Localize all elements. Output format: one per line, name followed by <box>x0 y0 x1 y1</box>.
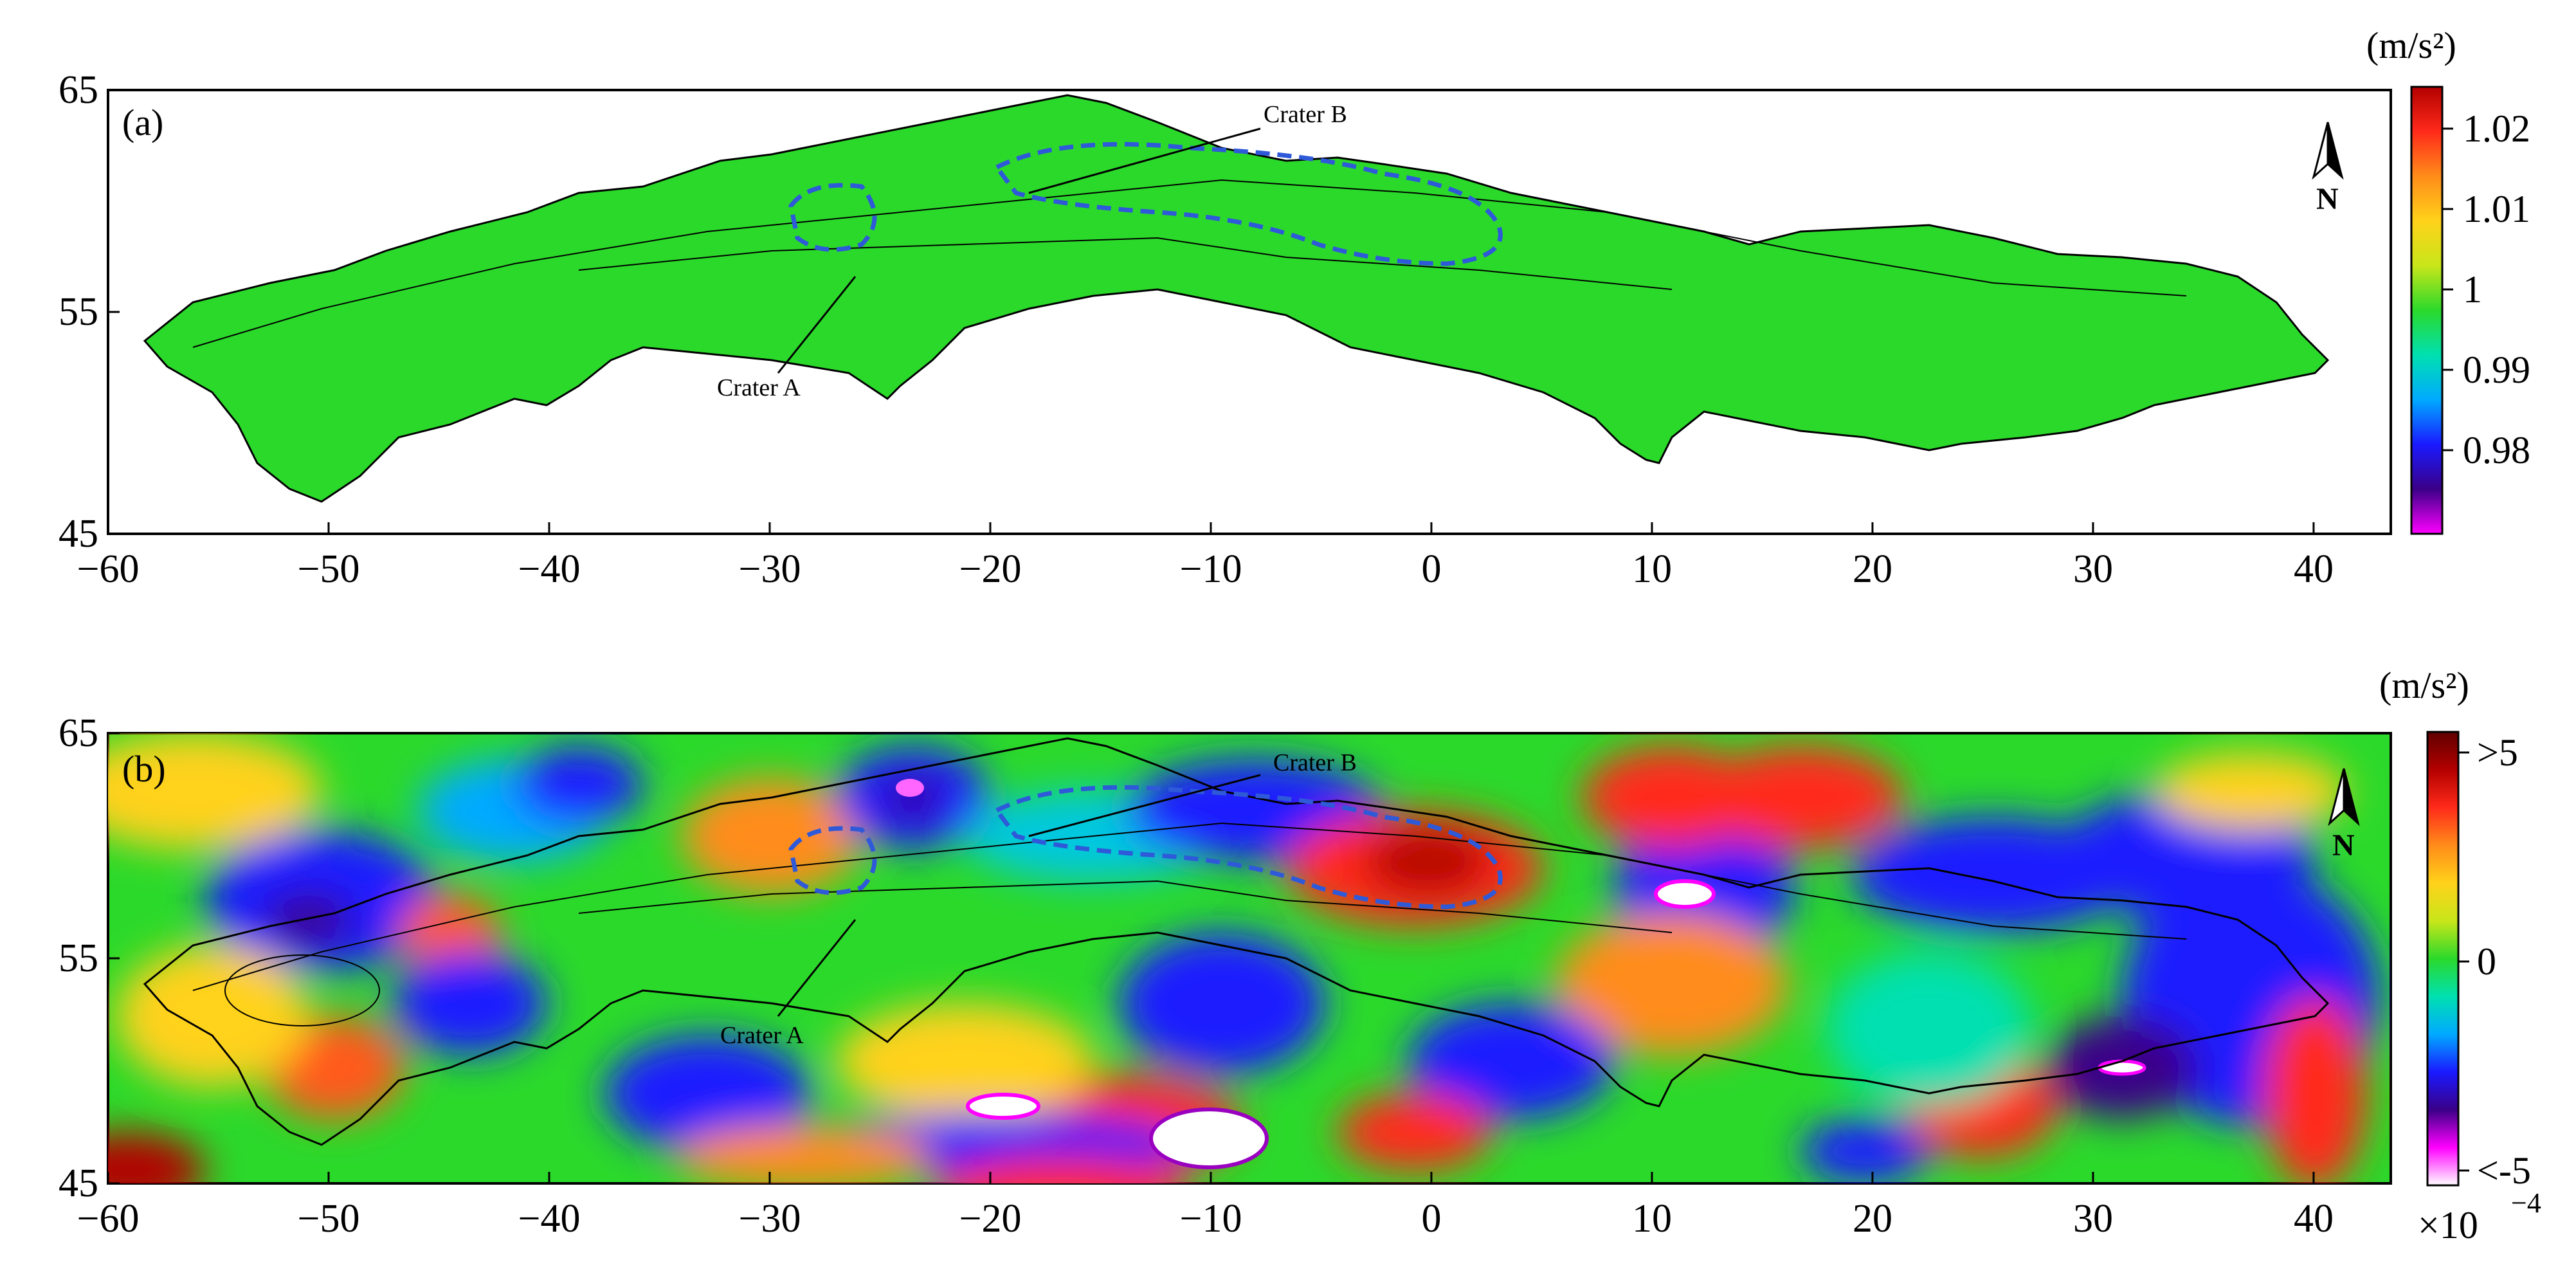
colorbar-tick-label: 0.98 <box>2463 429 2530 471</box>
crater-a-label: Crater A <box>717 374 801 401</box>
crater-outline-b <box>788 785 1503 909</box>
x-axis-a: −60 −50 −40 −30 −20 −10 0 10 20 30 40 <box>77 522 2334 591</box>
x-tick-label: −20 <box>959 1197 1021 1241</box>
x-tick-label: 10 <box>1632 1197 1672 1241</box>
boundary-line-a <box>578 237 1673 290</box>
north-label-b: N <box>2332 828 2355 862</box>
y-tick-label: 55 <box>59 290 98 334</box>
anomaly-min <box>966 1093 1040 1120</box>
colorbar-tick-label: 1.02 <box>2463 107 2530 150</box>
x-tick-label: −10 <box>1179 547 1242 591</box>
y-tick-label: 45 <box>59 1162 98 1205</box>
panel-tag-a: (a) <box>122 102 163 143</box>
boundary-line-a <box>192 179 2187 348</box>
crater-b-leader <box>1028 127 1261 194</box>
x-tick-label: −40 <box>518 547 581 591</box>
colorbar-b: (m/s²) >5 0 <-5 ×10 −4 <box>2379 664 2541 1246</box>
data-region-outline-b <box>143 737 2330 1146</box>
north-arrow-icon: N <box>2328 768 2360 862</box>
y-tick-label: 65 <box>59 68 98 112</box>
gravity-field-a <box>143 94 2329 503</box>
colorbar-scale-exp: −4 <box>2511 1187 2541 1219</box>
crater-b-label: Crater B <box>1264 101 1347 128</box>
colorbar-tick-label: >5 <box>2477 731 2518 774</box>
x-tick-label: 20 <box>1853 547 1892 591</box>
colorbar-tick-label: 0 <box>2477 940 2496 983</box>
x-tick-label: −60 <box>77 1197 140 1241</box>
y-tick-label: 45 <box>59 512 98 556</box>
crater-b-leader-b <box>1028 774 1261 837</box>
x-tick-label: −20 <box>959 547 1021 591</box>
north-label-a: N <box>2316 182 2339 216</box>
y-tick-label: 65 <box>59 711 98 755</box>
crater-outline-a <box>788 141 1503 266</box>
x-tick-label: 30 <box>2073 1197 2113 1241</box>
boundary-line-b <box>192 822 2187 991</box>
colorbar-a: (m/s²) 1.02 1.01 1 0.99 0.98 <box>2366 24 2530 535</box>
colorbar-tick-label: 1.01 <box>2463 188 2530 230</box>
crater-b-label-b: Crater B <box>1273 749 1357 776</box>
crater-a-leader-b <box>777 919 857 1017</box>
x-tick-label: 20 <box>1853 1197 1892 1241</box>
boundary-line-b <box>578 880 1673 933</box>
colorbar-tick-label: 0.99 <box>2463 349 2530 391</box>
x-tick-label: 40 <box>2294 547 2334 591</box>
crater-a-label-b: Crater A <box>720 1022 804 1049</box>
x-tick-label: −60 <box>77 547 140 591</box>
x-tick-label: 10 <box>1632 547 1672 591</box>
x-tick-label: 40 <box>2294 1197 2334 1241</box>
anomaly-min <box>896 779 924 797</box>
x-tick-label: 30 <box>2073 547 2113 591</box>
north-arrow-icon: N <box>2312 122 2344 216</box>
y-axis-a: 65 55 45 <box>59 68 120 556</box>
x-tick-label: −30 <box>739 547 801 591</box>
x-tick-label: −40 <box>518 1197 581 1241</box>
x-tick-label: −50 <box>298 547 360 591</box>
y-tick-label: 55 <box>59 936 98 980</box>
colorbar-unit-b: (m/s²) <box>2379 664 2469 706</box>
y-axis-b: 65 55 45 <box>59 711 120 1205</box>
crater-a-leader <box>777 276 857 374</box>
anomaly-min <box>2098 1059 2146 1076</box>
colorbar-scale-base: ×10 <box>2418 1204 2478 1246</box>
colorbar-tick-label: <-5 <box>2477 1149 2531 1192</box>
colorbar-unit-a: (m/s²) <box>2366 24 2456 66</box>
x-tick-label: −30 <box>739 1197 801 1241</box>
x-tick-label: −50 <box>298 1197 360 1241</box>
colorbar-tick-label: 1 <box>2463 268 2482 311</box>
gap-outline-b <box>224 954 380 1026</box>
panel-tag-b: (b) <box>122 748 166 790</box>
panel-a: Crater A Crater B (a) N −60 −50 −40 −30 −20−… <box>59 24 2530 591</box>
anomaly-min <box>1149 1107 1269 1169</box>
x-tick-label: 0 <box>1421 547 1441 591</box>
x-axis-b: −60 −50 −40 −30 −20 −10 0 10 20 30 40 <box>77 1172 2334 1241</box>
x-tick-label: 0 <box>1421 1197 1441 1241</box>
x-tick-label: −10 <box>1179 1197 1242 1241</box>
gravity-anomaly-field-b <box>108 733 2379 1183</box>
anomaly-min <box>1654 879 1716 909</box>
